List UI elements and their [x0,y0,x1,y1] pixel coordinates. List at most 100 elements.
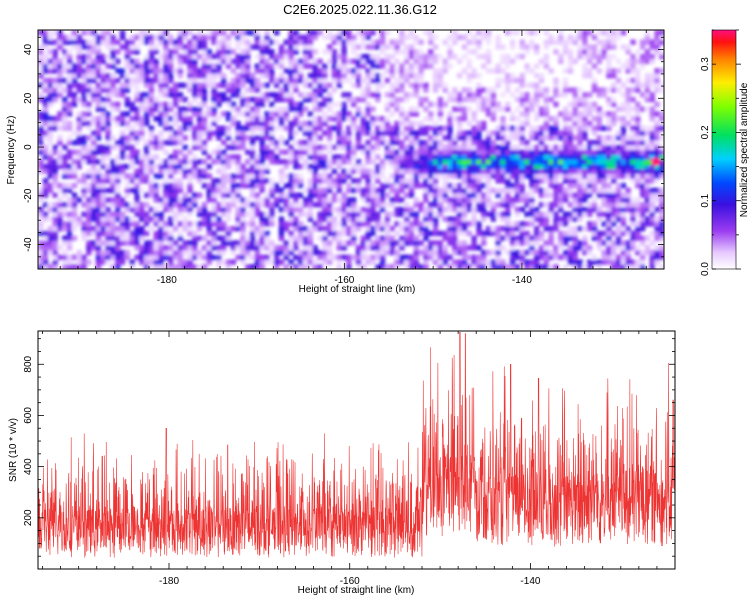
spectrogram-cell [601,135,607,141]
spectrogram-cell [302,187,309,194]
spectrogram-cell [293,82,299,88]
spectrogram-cell [317,159,323,165]
spectrogram-cell [447,92,453,98]
spectrogram-cell [447,154,453,160]
spectrogram-cell [115,154,121,160]
spectrogram-cell [206,192,212,198]
spectrogram-cell [148,139,155,146]
spectrogram-cell [346,173,352,179]
spectrogram-cell [220,192,227,198]
spectrogram-cell [548,235,554,241]
spectrogram-cell [606,96,612,103]
spectrogram-cell [66,82,73,88]
spectrogram-cell [148,249,155,256]
spectrogram-cell [134,120,140,127]
spectrogram-cell [635,106,641,112]
spectrogram-cell [105,111,111,117]
spectrogram-cell [129,34,135,41]
spectrogram-cell [216,254,222,261]
spectrogram-cell [490,139,497,146]
spectrogram-cell [428,34,434,41]
spectrogram-cell [596,154,602,160]
spectrogram-cell [298,221,304,227]
spectrogram-cell [62,144,68,151]
spectrogram-cell [42,254,49,261]
spectrogram-cell [52,125,58,131]
spectrogram-cell [322,202,328,208]
spectrogram-cell [196,34,203,41]
spectrogram-cell [115,173,121,179]
spectrogram-cell [471,264,477,269]
spectrogram-cell [81,230,87,237]
spectrogram-cell [432,87,439,93]
spectrogram-cell [95,39,102,45]
spectrogram-cell [95,68,102,74]
spectrogram-cell [264,116,270,122]
spectrogram-cell [524,149,530,155]
spectrogram-cell [259,173,265,179]
spectrogram-cell [124,49,131,55]
spectrogram-cell [346,144,352,151]
spectrogram-cell [273,202,280,208]
spectrogram-cell [394,87,400,93]
spectrogram-cell [317,125,323,131]
spectrogram-cell [90,225,97,232]
spectrogram-cell [553,49,559,55]
spectrogram-cell [606,202,612,208]
spectrogram-cell [206,249,212,256]
spectrogram-cell [625,139,631,146]
spectrogram-cell [158,225,164,232]
spectrogram-cell [558,192,564,198]
spectrogram-cell [466,245,472,251]
spectrogram-cell [620,130,627,136]
spectrogram-cell [505,87,511,93]
spectrogram-cell [538,159,545,165]
spectrogram-cell [115,77,121,84]
spectrogram-cell [654,168,660,174]
spectrogram-cell [519,254,525,261]
spectrogram-cell [235,34,241,41]
spectrogram-cell [293,106,299,112]
spectrogram-cell [302,96,309,103]
spectrogram-cell [115,182,121,189]
spectrogram-cell [163,63,169,69]
spectrogram-cell [124,44,131,50]
spectrogram-cell [514,225,521,232]
spectrogram-cell [403,221,410,227]
spectrogram-cell [100,77,107,84]
spectrogram-cell [644,49,651,55]
spectrogram-cell [269,240,275,246]
spectrogram-cell [273,58,280,65]
spectrogram-cell [269,68,275,74]
spectrogram-cell [163,111,169,117]
spectrogram-cell [379,135,386,141]
spectrogram-cell [500,197,506,203]
spectrogram-cell [543,96,550,103]
spectrogram-cell [115,249,121,256]
spectrogram-cell [442,135,448,141]
spectrogram-cell [105,120,111,127]
spectrogram-cell [172,249,179,256]
spectrogram-cell [635,168,641,174]
spectrogram-cell [143,202,150,208]
spectrogram-cell [95,92,102,98]
spectrogram-cell [124,187,131,194]
spectrogram-cell [278,173,285,179]
spectrogram-cell [582,135,588,141]
spectrogram-cell [264,216,270,222]
spectrogram-cell [485,154,492,160]
spectrogram-cell [153,182,159,189]
spectrogram-cell [105,221,111,227]
spectrogram-cell [129,216,135,222]
spectrogram-cell [543,245,550,251]
spectrogram-cell [423,58,429,65]
spectrogram-cell [524,173,530,179]
spectrogram-cell [42,130,49,136]
spectrogram-cell [105,39,111,45]
spectrogram-cell [216,225,222,232]
spectrogram-cell [172,111,179,117]
spectrogram-cell [452,159,458,165]
spectrogram-cell [408,30,415,36]
spectrogram-cell [399,187,405,194]
spectrogram-cell [211,77,217,84]
